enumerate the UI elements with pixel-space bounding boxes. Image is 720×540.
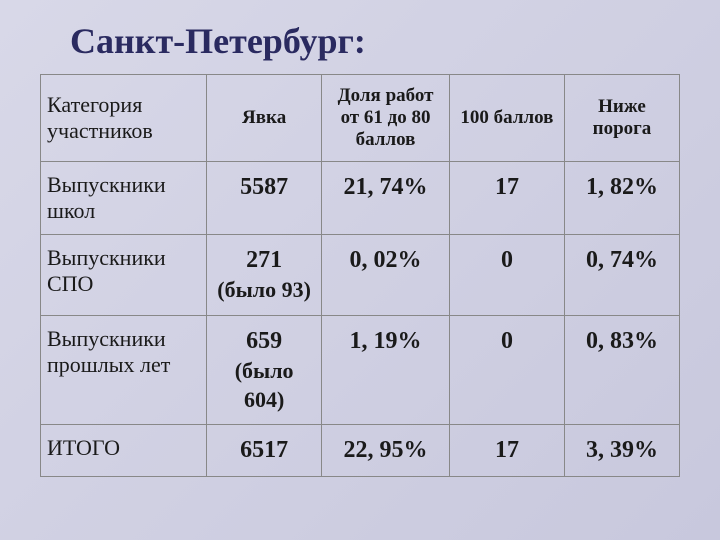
table-row: ИТОГО 6517 22, 95% 17 3, 39% (41, 425, 680, 477)
cell-100pts: 0 (449, 315, 564, 424)
page-title: Санкт-Петербург: (40, 20, 680, 62)
cell-share: 0, 02% (322, 235, 450, 316)
cell-100pts: 0 (449, 235, 564, 316)
table-header-row: Категория участников Явка Доля работ от … (41, 75, 680, 162)
cell-share: 21, 74% (322, 162, 450, 235)
cell-main: 271 (246, 247, 282, 273)
cell-share: 22, 95% (322, 425, 450, 477)
results-table: Категория участников Явка Доля работ от … (40, 74, 680, 477)
cell-turnout: 6517 (207, 425, 322, 477)
table-row: Выпускники школ 5587 21, 74% 17 1, 82% (41, 162, 680, 235)
table-row: Выпускники СПО 271 (было 93) 0, 02% 0 0,… (41, 235, 680, 316)
row-label: ИТОГО (41, 425, 207, 477)
cell-sub: (было 93) (215, 276, 313, 305)
row-label: Выпускники школ (41, 162, 207, 235)
cell-main: 659 (246, 328, 282, 354)
row-label: Выпускники прошлых лет (41, 315, 207, 424)
cell-below: 0, 83% (564, 315, 679, 424)
cell-turnout: 659 (было 604) (207, 315, 322, 424)
col-header-turnout: Явка (207, 75, 322, 162)
cell-sub: (было 604) (215, 357, 313, 414)
table-row: Выпускники прошлых лет 659 (было 604) 1,… (41, 315, 680, 424)
cell-below: 1, 82% (564, 162, 679, 235)
cell-below: 0, 74% (564, 235, 679, 316)
col-header-below: Ниже порога (564, 75, 679, 162)
cell-below: 3, 39% (564, 425, 679, 477)
cell-turnout: 5587 (207, 162, 322, 235)
row-label: Выпускники СПО (41, 235, 207, 316)
col-header-share: Доля работ от 61 до 80 баллов (322, 75, 450, 162)
cell-turnout: 271 (было 93) (207, 235, 322, 316)
cell-100pts: 17 (449, 425, 564, 477)
col-header-category: Категория участников (41, 75, 207, 162)
col-header-100pts: 100 баллов (449, 75, 564, 162)
table-body: Выпускники школ 5587 21, 74% 17 1, 82% В… (41, 162, 680, 477)
cell-100pts: 17 (449, 162, 564, 235)
cell-share: 1, 19% (322, 315, 450, 424)
